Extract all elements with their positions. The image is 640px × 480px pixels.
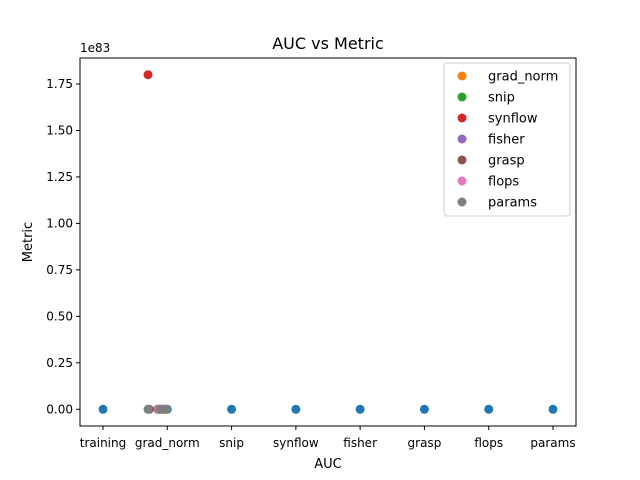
data-point bbox=[143, 70, 153, 80]
y-tick-label: 0.25 bbox=[46, 356, 73, 370]
chart-title: AUC vs Metric bbox=[272, 34, 384, 53]
legend-marker bbox=[457, 92, 467, 102]
legend-label: fisher bbox=[488, 133, 525, 148]
legend-marker bbox=[457, 176, 467, 186]
y-offset-text: 1e83 bbox=[80, 41, 110, 55]
x-tick-label: synflow bbox=[273, 436, 319, 450]
x-axis-ticks: training grad_norm snip synflow fisher grasp f… bbox=[80, 426, 576, 450]
legend-label: synflow bbox=[488, 112, 538, 127]
data-point bbox=[419, 404, 429, 414]
data-point bbox=[548, 404, 558, 414]
x-tick-label: params bbox=[530, 436, 575, 450]
y-tick-label: 1.25 bbox=[46, 170, 73, 184]
legend-marker bbox=[457, 155, 467, 165]
data-point bbox=[161, 404, 171, 414]
data-point bbox=[227, 404, 237, 414]
legend-label: snip bbox=[488, 91, 515, 106]
y-tick-label: 1.00 bbox=[46, 216, 73, 230]
legend-label: params bbox=[488, 196, 537, 211]
y-tick-label: 1.50 bbox=[46, 123, 73, 137]
legend-marker bbox=[457, 197, 467, 207]
x-tick-label: snip bbox=[219, 436, 244, 450]
data-points-layer bbox=[98, 70, 558, 414]
y-axis-ticks: 0.00 0.25 0.50 0.75 1.00 1.25 1.50 1.75 bbox=[46, 77, 80, 416]
data-point bbox=[484, 404, 494, 414]
x-tick-label: grasp bbox=[408, 436, 442, 450]
x-tick-label: training bbox=[80, 436, 127, 450]
x-tick-label: grad_norm bbox=[135, 436, 200, 450]
data-point bbox=[355, 404, 365, 414]
legend-marker bbox=[457, 113, 467, 123]
data-point bbox=[291, 404, 301, 414]
y-axis-label: Metric bbox=[21, 222, 36, 262]
legend-marker bbox=[457, 134, 467, 144]
y-tick-label: 1.75 bbox=[46, 77, 73, 91]
legend-label: grad_norm bbox=[488, 70, 558, 85]
y-tick-label: 0.00 bbox=[46, 402, 73, 416]
x-axis-label: AUC bbox=[314, 457, 342, 472]
y-tick-label: 0.75 bbox=[46, 263, 73, 277]
legend-marker bbox=[457, 71, 467, 81]
data-point bbox=[155, 404, 165, 414]
plot-area-frame bbox=[79, 57, 577, 427]
x-tick-label: flops bbox=[474, 436, 503, 450]
legend-frame bbox=[443, 62, 571, 217]
data-point bbox=[143, 404, 153, 414]
data-point bbox=[98, 404, 108, 414]
x-tick-label: fisher bbox=[343, 436, 377, 450]
legend-label: flops bbox=[488, 175, 519, 190]
legend-label: grasp bbox=[488, 154, 525, 169]
y-tick-label: 0.50 bbox=[46, 309, 73, 323]
